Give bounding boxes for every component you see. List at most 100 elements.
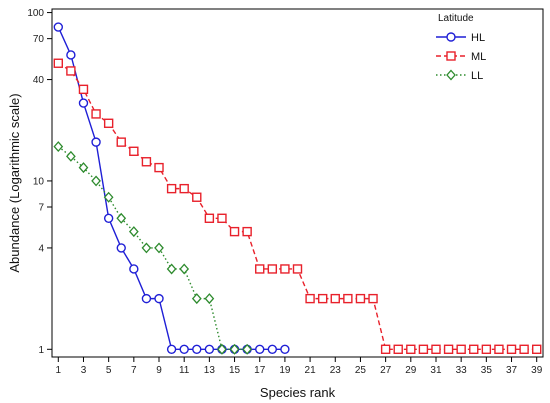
series-ml-point [66, 66, 76, 76]
x-tick-label: 29 [405, 365, 417, 376]
x-tick-label: 23 [330, 365, 342, 376]
series-hl-point [66, 50, 76, 60]
series-ml-point [481, 344, 492, 354]
series-hl-point [179, 344, 189, 354]
y-axis-ticks: 1 4 7 10 40 70 100 [27, 8, 52, 356]
series-ml-point [469, 344, 479, 354]
x-tick-label: 9 [156, 365, 162, 376]
x-tick-label: 39 [531, 365, 543, 376]
y-tick-label: 7 [38, 203, 44, 214]
series-ml-point [129, 146, 139, 156]
series-ll-point [91, 175, 101, 187]
series-ll-point [53, 141, 64, 153]
legend-hl-marker [446, 32, 456, 42]
y-axis-title: Abundance (Logarithmic scale) [7, 93, 22, 272]
series-ml-point [53, 58, 63, 68]
series-ml-point [91, 109, 101, 119]
x-tick-label: 35 [481, 365, 493, 376]
series-ml-point [380, 344, 391, 354]
series-ml-point [443, 344, 454, 354]
series-ml-point [154, 162, 164, 173]
series-ml-point [255, 264, 265, 274]
x-tick-label: 17 [254, 365, 266, 376]
x-tick-label: 3 [81, 365, 87, 376]
series-hl-point [78, 98, 89, 108]
series-ml-point [217, 213, 227, 223]
series-ll-point [141, 242, 152, 254]
series-hl-point [154, 293, 164, 304]
series-ml-point [368, 293, 378, 304]
series-ml-point [305, 293, 315, 304]
series-ml-point [343, 293, 353, 304]
series-ml-point [229, 226, 240, 237]
legend-ll-marker [446, 69, 456, 81]
y-tick-label: 40 [33, 75, 45, 86]
y-tick-label: 100 [27, 8, 44, 19]
series-ml-point [166, 183, 177, 194]
series-ll-point [116, 212, 127, 224]
series-ml-point [330, 293, 340, 304]
series-ll-point [179, 263, 190, 275]
plot-frame [51, 8, 544, 358]
series-ml-point [317, 293, 328, 304]
series-ll-line [57, 146, 248, 350]
series-ll-point [217, 343, 227, 355]
series-ml-point [204, 213, 215, 223]
series-ml-point [494, 344, 504, 354]
y-tick-label: 1 [38, 345, 44, 356]
x-tick-label: 7 [131, 365, 137, 376]
y-tick-label: 4 [38, 243, 44, 254]
series-ml-point [532, 344, 542, 354]
series-ll-point [78, 162, 89, 174]
series-ml-point [141, 157, 152, 167]
legend-title: Latitude [438, 13, 474, 24]
series-ll-point [166, 263, 177, 275]
series-ml-point [292, 264, 303, 274]
series-hl-point [53, 22, 63, 32]
series-ll-point [229, 343, 240, 355]
series-ll-point [154, 242, 164, 254]
legend-ml-marker [446, 51, 456, 61]
series-hl-point [267, 344, 278, 354]
series-ml-point [431, 344, 441, 354]
y-tick-label: 10 [33, 176, 45, 187]
series-hl-point [166, 344, 177, 354]
series-ml-point [267, 264, 278, 274]
series-hl-point [192, 344, 202, 354]
series-hl-point [103, 213, 114, 223]
series-hl-point [141, 293, 152, 304]
series-ml-point [280, 264, 290, 274]
y-tick-label: 70 [33, 34, 45, 45]
series-ml [53, 58, 542, 354]
series-hl-point [91, 137, 101, 147]
series-ll-point [242, 343, 253, 355]
series-ml-point [418, 344, 429, 354]
series-hl-point [129, 264, 139, 274]
x-axis-ticks: 1 3 5 7 9 11 13 15 17 19 21 23 25 27 29 31 33 35 37 39 [56, 357, 543, 376]
x-tick-label: 15 [229, 365, 241, 376]
x-tick-label: 37 [506, 365, 518, 376]
series-hl-point [116, 243, 126, 253]
series-ml-point [116, 137, 126, 147]
x-tick-label: 25 [355, 365, 367, 376]
series-ml-point [393, 344, 403, 354]
x-tick-label: 33 [456, 365, 468, 376]
x-tick-label: 1 [56, 365, 62, 376]
x-tick-label: 31 [430, 365, 442, 376]
x-tick-label: 27 [380, 365, 392, 376]
series-hl-point [255, 344, 265, 354]
legend-ll-label: LL [471, 70, 483, 82]
series-ll-point [128, 226, 139, 238]
series-ll-point [191, 293, 202, 305]
series-ml-point [179, 183, 189, 194]
series-ml-point [456, 344, 466, 354]
plot-frame-layer [51, 8, 544, 358]
series-ll-point [103, 191, 114, 203]
series-ml-point [242, 226, 252, 237]
x-tick-label: 5 [106, 365, 112, 376]
series-ml-point [506, 344, 517, 354]
series-hl-point [280, 344, 290, 354]
x-tick-label: 19 [279, 365, 291, 376]
series-ml-line [57, 62, 537, 350]
legend-ml-label: ML [471, 51, 486, 63]
